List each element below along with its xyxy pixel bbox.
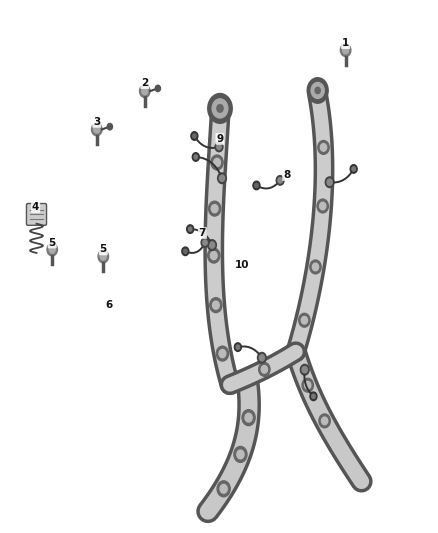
Circle shape <box>234 447 247 463</box>
Text: 5: 5 <box>49 238 56 247</box>
Circle shape <box>245 413 252 422</box>
Circle shape <box>312 263 318 271</box>
Circle shape <box>208 248 220 263</box>
Circle shape <box>210 252 217 260</box>
Circle shape <box>155 85 160 92</box>
Circle shape <box>259 362 270 376</box>
Circle shape <box>310 392 317 401</box>
Circle shape <box>98 250 109 263</box>
Circle shape <box>299 313 310 327</box>
Circle shape <box>191 132 198 140</box>
Circle shape <box>236 345 240 349</box>
Circle shape <box>352 167 355 171</box>
Text: 6: 6 <box>106 300 113 310</box>
Circle shape <box>311 83 324 99</box>
Circle shape <box>318 141 329 155</box>
FancyBboxPatch shape <box>26 204 46 225</box>
Circle shape <box>301 317 307 324</box>
Circle shape <box>92 123 102 136</box>
Circle shape <box>215 142 223 152</box>
Circle shape <box>217 481 230 497</box>
Circle shape <box>187 225 194 233</box>
Circle shape <box>258 352 266 363</box>
Circle shape <box>203 240 207 245</box>
Circle shape <box>307 78 328 103</box>
Circle shape <box>216 346 229 361</box>
Circle shape <box>220 484 227 493</box>
Circle shape <box>211 155 223 170</box>
Circle shape <box>208 93 232 123</box>
Circle shape <box>253 181 260 190</box>
Text: 5: 5 <box>100 245 107 254</box>
Circle shape <box>304 382 311 389</box>
Circle shape <box>94 126 100 133</box>
Text: 4: 4 <box>32 202 39 212</box>
Circle shape <box>350 165 357 173</box>
Text: 1: 1 <box>342 38 349 48</box>
Circle shape <box>325 177 334 188</box>
Circle shape <box>201 238 209 247</box>
Circle shape <box>320 202 326 210</box>
Circle shape <box>142 87 148 95</box>
Circle shape <box>261 366 268 373</box>
Circle shape <box>192 153 199 161</box>
Circle shape <box>343 46 349 54</box>
Circle shape <box>242 410 255 426</box>
Circle shape <box>302 367 307 373</box>
Circle shape <box>214 158 220 166</box>
Circle shape <box>209 242 215 248</box>
Text: 7: 7 <box>199 228 206 238</box>
Circle shape <box>188 227 192 231</box>
Circle shape <box>194 155 198 159</box>
Circle shape <box>184 249 187 253</box>
Circle shape <box>100 253 106 260</box>
Circle shape <box>340 44 351 56</box>
Circle shape <box>255 183 258 188</box>
Circle shape <box>219 175 225 181</box>
Circle shape <box>234 343 241 351</box>
Text: 8: 8 <box>283 170 290 180</box>
Text: 10: 10 <box>234 261 249 270</box>
Circle shape <box>300 365 309 375</box>
Circle shape <box>278 177 283 183</box>
Circle shape <box>219 350 226 358</box>
Circle shape <box>210 298 222 312</box>
Circle shape <box>47 243 57 256</box>
Text: 2: 2 <box>141 78 148 88</box>
Circle shape <box>182 247 189 255</box>
Circle shape <box>320 143 327 151</box>
Circle shape <box>302 378 313 392</box>
Circle shape <box>193 134 196 138</box>
Circle shape <box>208 240 216 251</box>
Circle shape <box>212 301 219 309</box>
Circle shape <box>212 99 228 118</box>
Circle shape <box>208 201 221 216</box>
Circle shape <box>321 417 328 425</box>
Circle shape <box>315 87 320 94</box>
Circle shape <box>140 85 150 98</box>
Circle shape <box>317 199 328 213</box>
Circle shape <box>217 104 223 112</box>
Circle shape <box>319 414 330 428</box>
Text: 3: 3 <box>93 117 100 127</box>
Circle shape <box>217 144 221 150</box>
Circle shape <box>218 173 226 183</box>
Circle shape <box>312 394 315 399</box>
Circle shape <box>310 260 321 274</box>
Circle shape <box>259 354 265 361</box>
Text: 9: 9 <box>216 134 223 144</box>
Circle shape <box>237 450 244 459</box>
Circle shape <box>49 246 55 253</box>
Circle shape <box>327 179 332 185</box>
Circle shape <box>276 175 284 185</box>
Circle shape <box>211 205 218 213</box>
Circle shape <box>107 124 113 130</box>
